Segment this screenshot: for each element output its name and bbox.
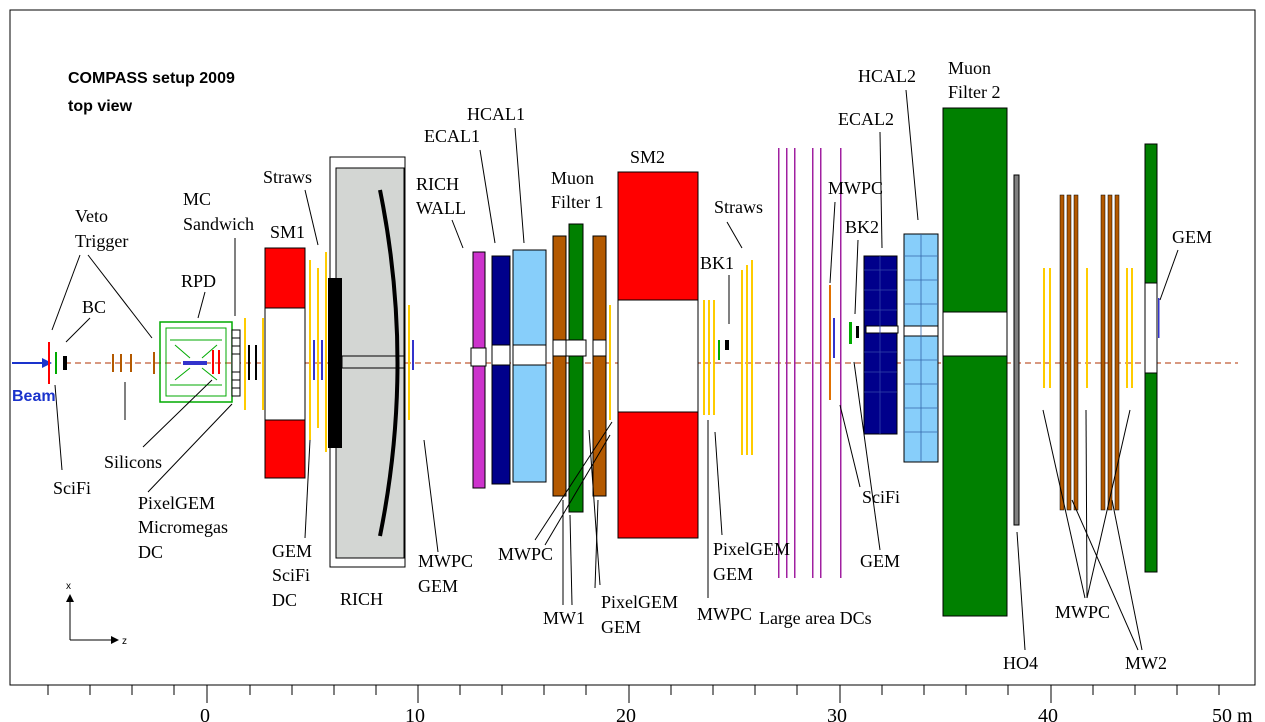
title-line2: top view xyxy=(68,98,133,115)
label-trigger: Trigger xyxy=(75,231,128,251)
large-area-dcs xyxy=(778,148,842,578)
hcal2 xyxy=(903,233,939,463)
coordinate-axes-icon xyxy=(66,594,119,644)
label-ho4: HO4 xyxy=(1003,653,1038,673)
sm1-detectors xyxy=(309,252,327,452)
ecal2 xyxy=(863,255,899,435)
label-bc: BC xyxy=(82,297,106,317)
scale-tick-10: 10 xyxy=(405,705,425,722)
label-muon1-1: Muon xyxy=(551,168,594,188)
label-gem-sm1: GEM xyxy=(272,541,312,561)
rich-after-detectors xyxy=(408,305,414,420)
label-bk2: BK2 xyxy=(845,217,879,237)
mf1-straws xyxy=(609,305,611,420)
sm2-magnet xyxy=(617,171,699,539)
ecal1 xyxy=(491,255,511,485)
label-straws-1: Straws xyxy=(263,167,312,187)
muon-filter-2 xyxy=(942,107,1008,617)
label-rich: RICH xyxy=(340,589,383,609)
label-mwpc-right: MWPC xyxy=(1055,602,1110,622)
label-muon1-2: Filter 1 xyxy=(551,192,604,212)
beam-arrow-head xyxy=(42,358,52,368)
hcal1 xyxy=(512,249,547,483)
label-mwpc-mf1: MWPC xyxy=(498,544,553,564)
sm1-magnet xyxy=(264,247,306,479)
muon-filter-1 xyxy=(565,223,587,513)
ho4-detector xyxy=(1013,174,1020,526)
scale-tick-0: 0 xyxy=(200,705,210,722)
label-gem-mid: GEM xyxy=(860,551,900,571)
label-gem-rich: GEM xyxy=(418,576,458,596)
label-hcal2: HCAL2 xyxy=(858,66,916,86)
label-ecal1: ECAL1 xyxy=(424,126,480,146)
title-line1: COMPASS setup 2009 xyxy=(68,70,235,87)
mwpc-mid xyxy=(829,285,859,400)
rpd-detector xyxy=(159,321,233,403)
label-dc-1: DC xyxy=(138,542,163,562)
label-sandwich: Sandwich xyxy=(183,214,254,234)
silicons-group xyxy=(112,352,155,374)
label-scifi-left: SciFi xyxy=(53,478,91,498)
rich-wall xyxy=(472,251,486,489)
label-mw2: MW2 xyxy=(1125,653,1167,673)
pixelgem-micromegas-dc-group xyxy=(244,318,264,410)
rich-wall-hole xyxy=(470,347,487,367)
gem-right-detector xyxy=(1144,143,1160,573)
label-mwpc-top: MWPC xyxy=(828,178,883,198)
label-sm2: SM2 xyxy=(630,147,665,167)
scifi-left-detector xyxy=(55,352,57,374)
scale-tick-50: 50 m xyxy=(1212,705,1253,722)
label-ecal2: ECAL2 xyxy=(838,109,894,129)
scale-tick-30: 30 xyxy=(827,705,847,722)
beam-label: Beam xyxy=(12,388,56,405)
label-veto: Veto xyxy=(75,206,108,226)
label-hcal1: HCAL1 xyxy=(467,104,525,124)
mw1-detectors xyxy=(552,235,607,497)
label-pixelgem-sm2: PixelGEM xyxy=(713,539,790,559)
scale-tick-40: 40 xyxy=(1038,705,1058,722)
label-pixelgem-mf1: PixelGEM xyxy=(601,592,678,612)
label-gem-sm2: GEM xyxy=(713,564,753,584)
scale-tick-20: 20 xyxy=(616,705,636,722)
label-large-area-dcs: Large area DCs xyxy=(759,608,872,628)
label-sm1: SM1 xyxy=(270,222,305,242)
label-muon2-1: Muon xyxy=(948,58,991,78)
leader-lines xyxy=(51,89,1179,651)
label-mwpc-sm2: MWPC xyxy=(697,604,752,624)
label-scifi-right: SciFi xyxy=(862,487,900,507)
label-rpd: RPD xyxy=(181,271,216,291)
label-micromegas: Micromegas xyxy=(138,517,228,537)
mc-sandwich xyxy=(231,329,241,397)
label-mw1: MW1 xyxy=(543,608,585,628)
veto-detector xyxy=(48,342,50,384)
rich-detector xyxy=(328,156,406,568)
scale-ruler xyxy=(10,684,1255,703)
sm2-after-detectors xyxy=(703,260,753,455)
label-scifi-sm1: SciFi xyxy=(272,565,310,585)
label-gem-right: GEM xyxy=(1172,227,1212,247)
label-mwpc-rich: MWPC xyxy=(418,551,473,571)
axis-glyph-x: x xyxy=(66,581,71,592)
label-rich-wall-2: WALL xyxy=(416,198,466,218)
label-bk1: BK1 xyxy=(700,253,734,273)
mwpc-right-group xyxy=(1043,194,1133,511)
axis-glyph-z: z xyxy=(122,636,127,647)
label-dc-sm1: DC xyxy=(272,590,297,610)
label-rich-wall-1: RICH xyxy=(416,174,459,194)
label-gem-mf1: GEM xyxy=(601,617,641,637)
label-mc: MC xyxy=(183,189,211,209)
bc-detector xyxy=(63,356,67,370)
label-muon2-2: Filter 2 xyxy=(948,82,1001,102)
label-straws-2: Straws xyxy=(714,197,763,217)
label-silicons: Silicons xyxy=(104,452,162,472)
label-pixelgem-1: PixelGEM xyxy=(138,493,215,513)
